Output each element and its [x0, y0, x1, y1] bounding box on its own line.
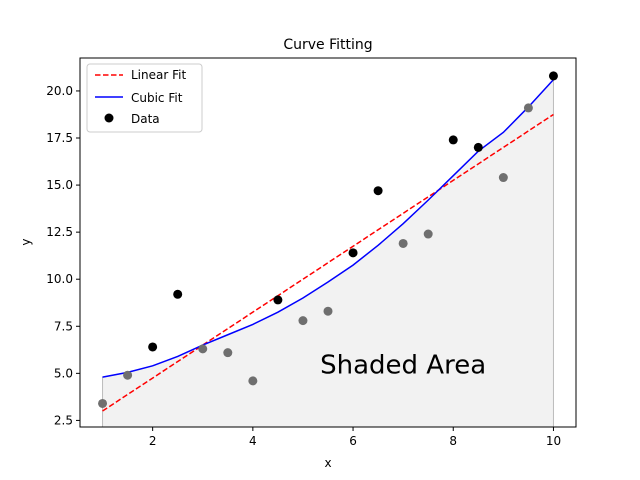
data-point	[498, 173, 508, 183]
plot-frame	[79, 57, 577, 428]
y-tick-label: 5.0	[54, 366, 73, 380]
data-point	[523, 103, 533, 113]
data-point	[148, 342, 158, 352]
legend: Linear Fit Cubic Fit Data	[86, 63, 203, 133]
data-point	[173, 289, 183, 299]
data-point	[223, 348, 233, 358]
data-point	[423, 229, 433, 239]
data-point	[448, 135, 458, 145]
data-point	[373, 186, 383, 196]
legend-data-label: Data	[131, 112, 160, 126]
chart-title: Curve Fitting	[283, 37, 372, 53]
y-tick-label: 7.5	[54, 319, 73, 333]
y-tick-label: 12.5	[46, 225, 73, 239]
data-point	[398, 238, 408, 248]
data-point	[348, 248, 358, 258]
legend-linear-label: Linear Fit	[131, 68, 186, 82]
data-point	[273, 295, 283, 305]
data-point	[248, 376, 258, 386]
y-tick-label: 17.5	[46, 131, 73, 145]
x-tick-label: 2	[149, 434, 157, 448]
y-tick-label: 15.0	[46, 178, 73, 192]
axis-ticks: 2 4 6 8 10 2.5 5.0 7.5 10.0 12.5 15.0 17.5 20.0	[46, 84, 561, 448]
data-point	[198, 344, 208, 354]
legend-data-marker	[104, 113, 114, 123]
y-tick-label: 20.0	[46, 84, 73, 98]
y-tick-label: 10.0	[46, 272, 73, 286]
data-point	[323, 306, 333, 316]
x-tick-label: 8	[449, 434, 457, 448]
data-point	[473, 142, 483, 152]
legend-cubic-label: Cubic Fit	[131, 91, 183, 105]
x-tick-label: 6	[349, 434, 357, 448]
x-tick-label: 4	[249, 434, 257, 448]
x-tick-label: 10	[546, 434, 561, 448]
data-point	[98, 398, 108, 408]
x-axis-label: x	[324, 456, 331, 470]
plot-layer	[98, 71, 558, 428]
shaded-area-annotation: Shaded Area	[320, 350, 486, 380]
y-tick-label: 2.5	[54, 413, 73, 427]
legend-box	[86, 63, 203, 133]
data-point	[548, 71, 558, 81]
y-axis-label: y	[19, 238, 33, 245]
data-point	[123, 370, 133, 380]
data-point	[298, 316, 308, 326]
linear-fit-line	[102, 113, 554, 412]
